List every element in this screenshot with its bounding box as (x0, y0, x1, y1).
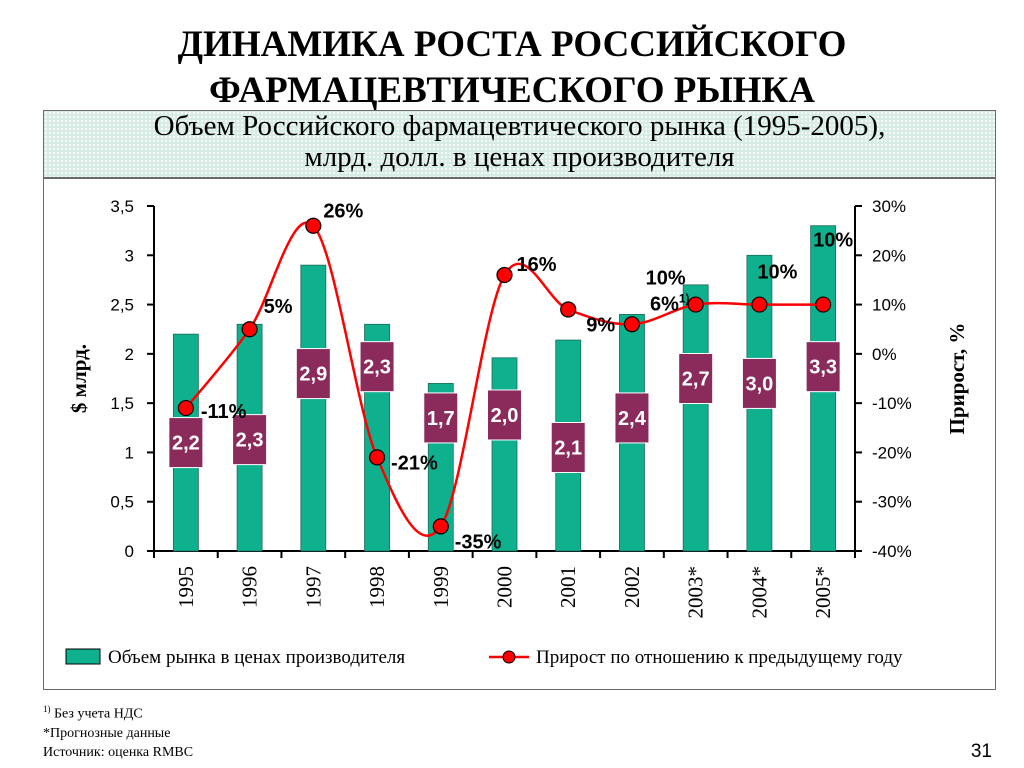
year-label: 2003* (684, 566, 708, 619)
growth-value-label: 9% (586, 315, 615, 337)
right-tick-label: -30% (872, 493, 912, 512)
growth-value-label: 5% (264, 296, 293, 318)
bar-value-label: 3,3 (809, 357, 837, 379)
chart-frame: 0 0,5 1 1,5 2 2,5 3 3,5 -40% -30% -20% -10% 0% 10% 20%… (43, 178, 996, 690)
growth-value-label: -35% (455, 531, 502, 553)
chart-subtitle-line-2: млрд. долл. в ценах производителя (304, 141, 735, 173)
right-tick-label: 30% (872, 197, 906, 216)
legend-bar-swatch (65, 648, 101, 665)
chart-subtitle-line-1: Объем Российского фармацевтического рынк… (153, 110, 886, 142)
growth-point (560, 301, 577, 318)
data-labels: 2,2 2,3 2,9 2,3 1,7 2,0 2,1 2,4 2,7 3,0 3,3 -11% 5% 2… (168, 201, 853, 553)
growth-point (432, 518, 449, 535)
bar-value-box (678, 353, 714, 404)
right-tick-label: 0% (872, 345, 897, 364)
left-tick-label: 0,5 (110, 493, 134, 512)
right-axis-title: Прирост, % (945, 323, 969, 435)
growth-point (177, 399, 194, 417)
growth-value-label: 10% (646, 268, 686, 290)
right-tick-label: 10% (872, 296, 906, 315)
bar-value-box (295, 348, 331, 400)
source-note: Источник: оценка RMBC (43, 744, 194, 760)
chart-subtitle-box: Объем Российского фармацевтического рынк… (43, 110, 996, 178)
growth-point (623, 316, 641, 333)
legend-line-marker (502, 650, 516, 664)
bar-value-label: 2,9 (299, 364, 327, 386)
growth-line (177, 217, 832, 537)
growth-point (305, 217, 322, 234)
year-label: 1999 (429, 566, 453, 608)
growth-value-label: 10% (813, 230, 853, 252)
growth-point (241, 321, 258, 338)
bar-value-label: 2,3 (363, 357, 391, 379)
year-label: 1997 (301, 566, 325, 608)
bar-value-label: 1,7 (427, 408, 455, 430)
bar-value-box (168, 417, 204, 469)
bar-value-label: 2,0 (491, 405, 519, 427)
legend-bar-label: Объем рынка в ценах производителя (108, 647, 405, 668)
right-tick-label: -10% (872, 394, 912, 413)
bar-value-label: 2,2 (172, 433, 200, 455)
footnote-2: *Прогнозные данные (43, 725, 171, 741)
growth-label-superscript: 1) (679, 291, 690, 305)
page-number: 31 (970, 741, 992, 762)
combo-chart: 0 0,5 1 1,5 2 2,5 3 3,5 -40% -30% -20% -10% 0% 10% 20%… (65, 197, 969, 668)
bar-value-box (232, 414, 268, 466)
growth-value-label: 26% (323, 201, 363, 223)
year-label: 1996 (238, 566, 262, 608)
right-tick-label: -20% (872, 443, 912, 462)
growth-point (815, 296, 832, 313)
bar-value-label: 2,7 (682, 369, 710, 391)
year-label: 1998 (365, 566, 389, 608)
bar (682, 284, 709, 552)
bar-value-label: 2,3 (236, 430, 264, 452)
bar-value-box (487, 389, 522, 441)
growth-value-label: 10% (757, 262, 797, 284)
bar-value-label: 3,0 (746, 373, 774, 395)
footnotes: 1) Без учета НДС *Прогнозные данные Исто… (43, 700, 193, 762)
legend-line-label: Прирост по отношению к предыдущему году (536, 647, 903, 668)
left-tick-label: 2 (125, 345, 134, 364)
left-tick-label: 3 (125, 246, 134, 265)
left-tick-label: 2,5 (110, 296, 134, 315)
bar-value-box (805, 341, 841, 393)
bar-value-label: 2,1 (554, 438, 582, 460)
left-tick-label: 1 (125, 443, 134, 462)
year-label: 2000 (493, 566, 517, 608)
year-label: 2002 (620, 566, 644, 608)
growth-point (496, 266, 513, 284)
left-tick-label: 3,5 (110, 197, 134, 216)
left-tick-label: 0 (125, 542, 134, 561)
bar-value-box (614, 392, 650, 444)
axes: 0 0,5 1 1,5 2 2,5 3 3,5 -40% -30% -20% -10% 0% 10% 20%… (67, 197, 969, 619)
growth-point (751, 296, 768, 313)
footnote-1-marker: 1) (43, 704, 51, 714)
slide-title: ДИНАМИКА РОСТА РОССИЙСКОГО ФАРМАЦЕВТИЧЕС… (177, 24, 847, 111)
right-tick-label: 20% (872, 246, 906, 265)
bar-value-box (359, 341, 395, 393)
footnote-1: 1) Без учета НДС (43, 700, 193, 724)
bar-value-box (423, 392, 459, 444)
left-tick-label: 1,5 (110, 394, 134, 413)
growth-value-label: -21% (391, 452, 438, 474)
left-axis-title: $ млрд. (67, 344, 91, 413)
footnote-1-text: Без учета НДС (54, 706, 143, 722)
year-label: 2001 (556, 566, 580, 608)
right-tick-label: -40% (872, 542, 912, 561)
bar-value-box (550, 422, 586, 473)
bar-value-label: 2,4 (618, 408, 647, 430)
growth-point (368, 449, 386, 466)
growth-value-label: -11% (201, 401, 247, 423)
year-label: 2004* (747, 566, 771, 619)
year-label: 1995 (174, 566, 198, 608)
growth-value-label: 16% (517, 254, 557, 276)
legend: Объем рынка в ценах производителя Прирост… (65, 647, 903, 668)
year-label: 2005* (811, 566, 835, 619)
bar-value-box (741, 357, 777, 409)
growth-point (687, 296, 704, 313)
bar (491, 357, 518, 552)
bar (300, 264, 327, 552)
